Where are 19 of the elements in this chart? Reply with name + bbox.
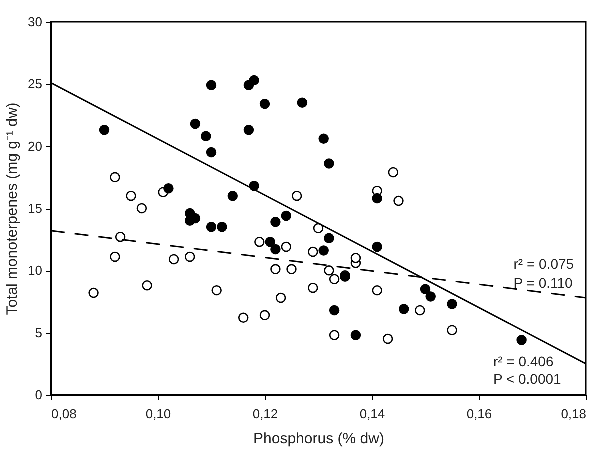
x-axis-title: Phosphorus (% dw) <box>254 430 384 448</box>
y-tick-label: 30 <box>28 14 42 30</box>
y-axis-title: Total monoterpenes (mg g⁻¹ dw) <box>4 102 22 316</box>
annotation: r² = 0.406 <box>493 354 554 370</box>
annotation: P = 0.110 <box>514 274 574 291</box>
y-tick-label: 5 <box>35 325 42 340</box>
y-tick-label: 20 <box>28 138 42 154</box>
x-tick-label: 0,16 <box>466 406 492 422</box>
y-tick-label: 15 <box>28 201 42 216</box>
annotation: P < 0.0001 <box>493 371 562 388</box>
y-tick-label: 10 <box>28 263 42 278</box>
annotation: r² = 0.075 <box>514 256 574 272</box>
x-tick-label: 0,12 <box>252 406 278 422</box>
x-tick-label: 0,10 <box>146 406 172 422</box>
x-tick-label: 0,14 <box>360 406 386 422</box>
x-tick-label: 0,08 <box>52 406 77 422</box>
x-tick-label: 0,18 <box>561 406 586 422</box>
y-tick-label: 25 <box>28 76 42 92</box>
y-tick-label: 0 <box>35 388 42 402</box>
